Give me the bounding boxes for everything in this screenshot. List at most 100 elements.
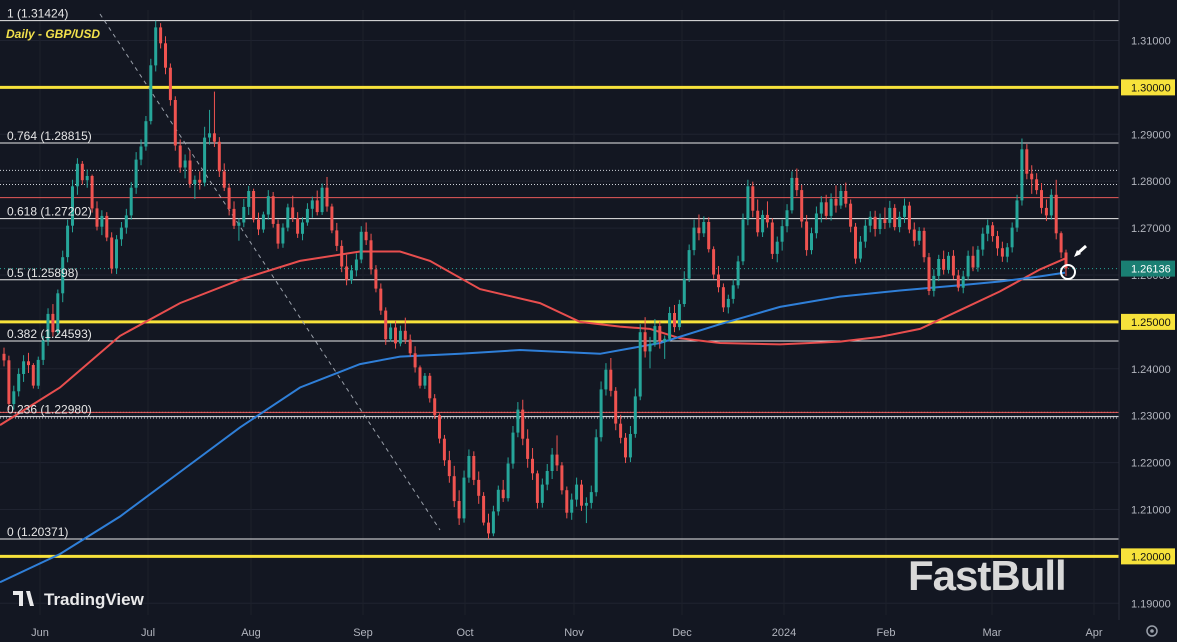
candle-body — [276, 223, 280, 244]
candle-body — [227, 187, 231, 209]
candle-body — [780, 226, 784, 242]
fib-level-label: 0.764 (1.28815) — [7, 129, 92, 143]
candle-body — [71, 186, 74, 226]
candle-body — [335, 230, 339, 246]
candle-body — [56, 293, 60, 333]
candle-body — [511, 432, 515, 464]
candle-body — [115, 239, 118, 269]
candle-body — [824, 202, 828, 216]
candle-body — [178, 145, 182, 168]
candle-body — [188, 160, 192, 184]
candle-body — [232, 208, 236, 226]
candle-body — [540, 484, 544, 503]
candle-body — [575, 484, 579, 500]
candle-body — [413, 353, 417, 368]
candle-body — [863, 225, 867, 242]
candle-body — [839, 191, 843, 206]
candle-body — [785, 210, 789, 227]
candle-body — [834, 199, 838, 206]
candle-body — [1010, 227, 1014, 248]
candle-body — [677, 304, 681, 328]
candle-body — [369, 240, 373, 270]
candle-body — [790, 177, 794, 211]
candle-body — [976, 249, 980, 268]
candle-body — [418, 367, 422, 386]
candle-body — [619, 423, 623, 438]
candle-body — [898, 216, 902, 228]
candle-body — [467, 456, 471, 478]
candle-body — [345, 266, 349, 281]
candle-body — [340, 245, 344, 267]
candle-body — [105, 215, 109, 238]
candle-body — [888, 207, 892, 223]
arrow-shaft — [1077, 244, 1087, 255]
y-tick-label: 1.29000 — [1131, 129, 1171, 141]
candle-body — [726, 298, 730, 308]
candle-body — [487, 522, 490, 534]
candle-body — [1030, 173, 1034, 180]
candle-body — [438, 415, 441, 439]
settings-gear-icon[interactable] — [1146, 625, 1158, 637]
candle-body — [966, 255, 970, 277]
candle-body — [922, 230, 926, 258]
candle-body — [296, 218, 300, 234]
candle-body — [496, 489, 500, 512]
candle-body — [452, 476, 456, 502]
x-tick-label: Apr — [1085, 627, 1102, 639]
candle-body — [119, 227, 123, 240]
candle-body — [506, 463, 510, 499]
candle-body — [770, 222, 774, 254]
moving-average-line — [0, 250, 1066, 426]
candle-body — [66, 225, 70, 258]
y-tick-label: 1.27000 — [1131, 223, 1171, 235]
candle-body — [589, 492, 593, 503]
arrow-annotation — [1074, 244, 1087, 257]
price-circle-marker — [1060, 264, 1076, 280]
candle-body — [560, 465, 564, 491]
candle-body — [257, 219, 260, 230]
fib-level-label: 0.5 (1.25898) — [7, 266, 78, 280]
candle-body — [164, 43, 167, 68]
candle-body — [159, 27, 163, 44]
candle-body — [198, 179, 202, 183]
candle-body — [134, 159, 138, 188]
chart-title: Daily - GBP/USD — [6, 27, 100, 41]
y-tick-label: 1.22000 — [1131, 458, 1171, 470]
candle-body — [535, 473, 539, 503]
y-tick-label: 1.31000 — [1131, 35, 1171, 47]
candle-body — [1040, 190, 1043, 208]
candle-body — [986, 225, 990, 234]
candle-body — [555, 454, 559, 466]
candle-body — [628, 434, 632, 458]
candle-body — [961, 276, 965, 288]
candle-body — [442, 438, 446, 461]
candle-body — [1049, 194, 1053, 216]
candle-body — [408, 339, 412, 354]
candle-body — [242, 207, 246, 223]
candle-body — [447, 460, 451, 477]
trend-line — [99, 13, 441, 531]
candle-body — [712, 249, 716, 275]
candle-body — [364, 231, 368, 241]
candle-body — [36, 359, 40, 386]
candle-body — [599, 389, 603, 438]
candle-body — [394, 327, 397, 344]
candle-body — [731, 285, 735, 299]
fib-level-label: 0.618 (1.27202) — [7, 205, 92, 219]
gear-ring — [1146, 625, 1158, 637]
candle-body — [526, 438, 530, 459]
candle-body — [433, 398, 437, 416]
candle-body — [12, 391, 16, 404]
candle-body — [379, 288, 383, 311]
candle-body — [472, 456, 476, 480]
candle-body — [281, 227, 285, 244]
candle-body — [90, 176, 94, 209]
candle-body — [389, 327, 393, 340]
candle-body — [154, 27, 158, 66]
candle-body — [100, 215, 104, 227]
candle-body — [624, 437, 627, 458]
candle-body — [183, 160, 187, 168]
candle-body — [46, 313, 50, 341]
x-tick-label: Jun — [31, 627, 49, 639]
